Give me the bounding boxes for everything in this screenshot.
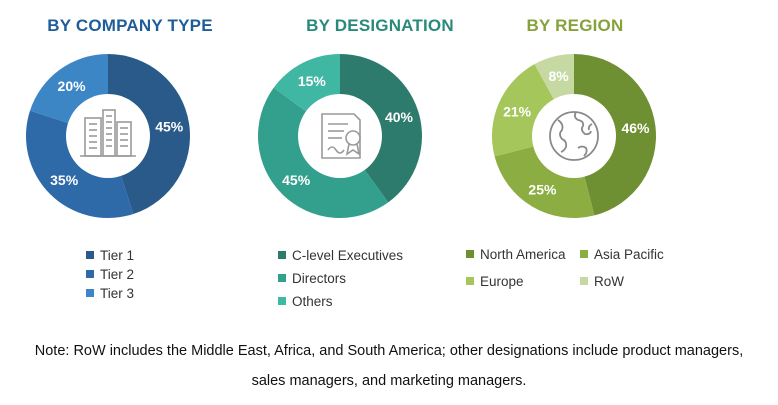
donut-hole	[298, 94, 382, 178]
globe-icon	[549, 111, 599, 161]
region-donut: 46% 25% 21% 8%	[492, 54, 656, 218]
designation-donut: 40% 45% 15%	[258, 53, 422, 218]
legend-label: Others	[292, 293, 333, 309]
legend-swatch	[278, 274, 286, 282]
legend-item-others: Others	[278, 293, 333, 309]
donut-hole	[532, 94, 616, 178]
slice-label: 15%	[298, 73, 327, 89]
legend-item-asia-pacific: Asia Pacific	[580, 246, 664, 262]
legend-item-tier-2: Tier 2	[86, 266, 134, 282]
legend-label: Tier 2	[100, 266, 135, 282]
slice-label: 46%	[621, 120, 650, 136]
legend-label: North America	[480, 246, 566, 262]
slice-label: 20%	[58, 78, 87, 94]
legend-item-directors: Directors	[278, 270, 346, 286]
slice-label: 40%	[385, 109, 414, 125]
slice-label: 45%	[282, 172, 311, 188]
footnote-line-1: Note: RoW includes the Middle East, Afri…	[34, 343, 744, 359]
company-type-chart: BY COMPANY TYPE 45% 35% 20% Tier 1 Tier 2	[0, 0, 260, 320]
slice-label: 25%	[528, 181, 557, 197]
office-buildings-icon	[80, 109, 136, 157]
region-chart: BY REGION 46% 25% 21% 8% North America Asia…	[466, 0, 740, 320]
slice-label: 8%	[548, 68, 569, 84]
legend-label: RoW	[594, 273, 624, 289]
legend-swatch	[278, 251, 286, 259]
chart-title: BY COMPANY TYPE	[47, 16, 213, 35]
chart-title: BY REGION	[526, 16, 624, 35]
legend-item-row: RoW	[580, 273, 624, 289]
chart-title: BY DESIGNATION	[306, 16, 454, 35]
legend-swatch	[580, 250, 588, 258]
legend-item-tier-3: Tier 3	[86, 285, 134, 301]
donut-hole	[66, 94, 150, 178]
legend-label: Europe	[480, 273, 524, 289]
legend-swatch	[466, 250, 474, 258]
legend-swatch	[580, 277, 588, 285]
legend-swatch	[86, 251, 94, 259]
legend-label: Directors	[292, 270, 347, 286]
legend-swatch	[86, 270, 94, 278]
legend-label: Tier 1	[100, 247, 135, 263]
company-type-donut: 45% 35% 20%	[26, 54, 190, 218]
footnote-line-2: sales managers, and marketing managers.	[251, 373, 527, 389]
legend-swatch	[86, 289, 94, 297]
legend-item-north-america: North America	[466, 246, 566, 262]
legend-label: Asia Pacific	[594, 246, 664, 262]
legend-item-c-level-executives: C-level Executives	[278, 247, 403, 263]
slice-label: 45%	[155, 118, 184, 134]
legend-item-europe: Europe	[466, 273, 524, 289]
legend-item-tier-1: Tier 1	[86, 247, 134, 263]
legend-label: C-level Executives	[292, 247, 404, 263]
slice-label: 21%	[503, 103, 532, 119]
legend-swatch	[466, 277, 474, 285]
slice-label: 35%	[50, 172, 79, 188]
designation-chart: BY DESIGNATION 40% 45% 15% C-level Executi…	[250, 0, 510, 320]
certificate-document-icon	[321, 113, 361, 159]
legend-swatch	[278, 297, 286, 305]
legend-label: Tier 3	[100, 285, 135, 301]
